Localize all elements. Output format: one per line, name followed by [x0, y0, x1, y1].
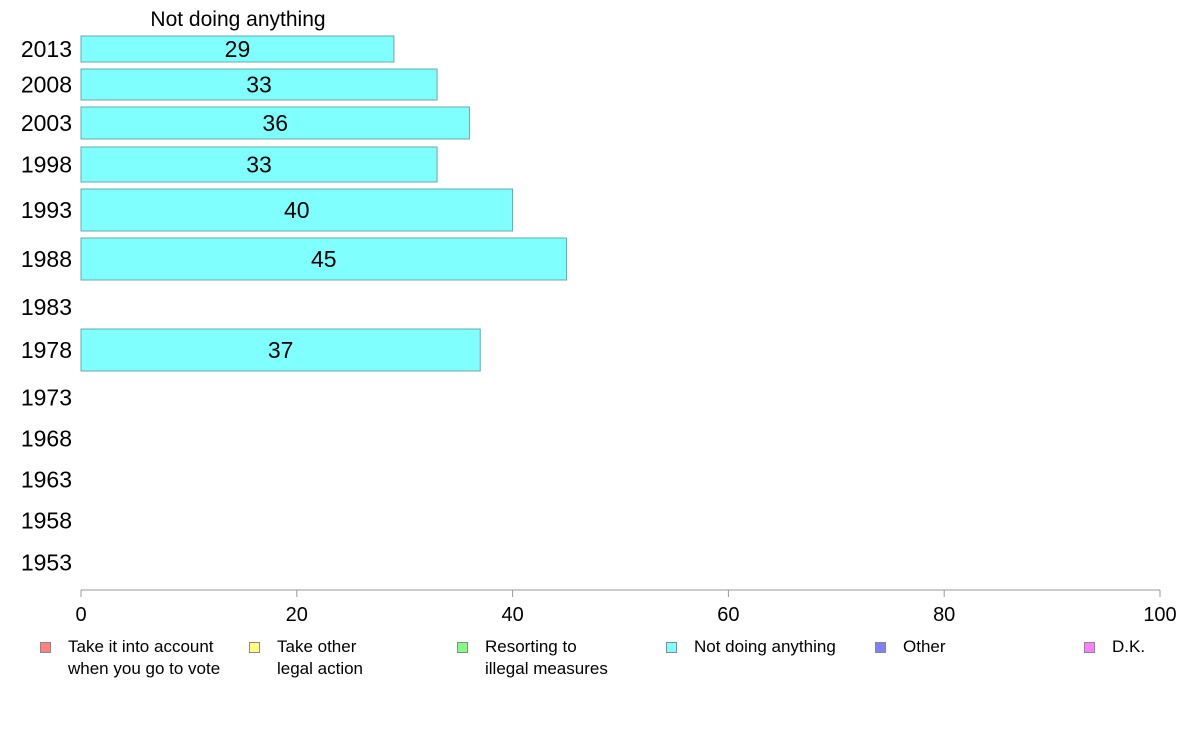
bar-value-label: 45 — [311, 246, 337, 272]
y-tick-label: 2013 — [21, 36, 72, 62]
x-tick-label: 80 — [933, 604, 955, 626]
y-tick-label: 1998 — [21, 152, 72, 178]
legend-item: D.K. — [1084, 636, 1145, 658]
y-tick-label: 1953 — [21, 550, 72, 576]
y-tick-label: 1983 — [21, 294, 72, 320]
legend: Take it into account when you go to vote… — [0, 636, 1188, 696]
bar — [80, 188, 514, 232]
bar-value-label: 40 — [284, 197, 310, 223]
bar-value-label: 33 — [246, 72, 272, 98]
legend-swatch — [875, 642, 886, 653]
x-tick-label: 40 — [501, 604, 523, 626]
bar-value-label: 37 — [268, 337, 294, 363]
bar-value-label: 36 — [262, 110, 288, 136]
y-tick-label: 1963 — [21, 467, 72, 493]
bar — [80, 146, 438, 183]
legend-label: D.K. — [1112, 637, 1146, 656]
legend-swatch — [666, 642, 677, 653]
x-tick-label: 0 — [75, 604, 86, 626]
legend-item: Take it into account when you go to vote — [40, 636, 220, 680]
bar-value-label: 33 — [246, 152, 272, 178]
x-tick-label: 100 — [1143, 604, 1176, 626]
x-tick-label: 60 — [717, 604, 739, 626]
bar-value-label: 29 — [225, 36, 251, 62]
y-tick-label: 1988 — [21, 246, 72, 272]
y-tick-label: 1973 — [21, 385, 72, 411]
y-tick-label: 1968 — [21, 426, 72, 452]
legend-item: Not doing anything — [666, 636, 836, 658]
x-tick-label: 20 — [286, 604, 308, 626]
y-tick-label: 1978 — [21, 337, 72, 363]
legend-swatch — [40, 642, 51, 653]
y-tick-label: 2008 — [21, 72, 72, 98]
y-tick-label: 1958 — [21, 508, 72, 534]
bar — [80, 35, 395, 63]
legend-item: Take other legal action — [249, 636, 363, 680]
chart-title: Not doing anything — [150, 8, 325, 31]
y-tick-label: 1993 — [21, 197, 72, 223]
legend-item: Other — [875, 636, 946, 658]
legend-label: Other — [903, 637, 946, 656]
y-tick-label: 2003 — [21, 110, 72, 136]
legend-label: Take it into account when you go to vote — [68, 637, 221, 678]
bar — [80, 328, 481, 372]
legend-swatch — [457, 642, 468, 653]
bar-chart: Not doing anything 2013 2008 2003 1998 1993 1… — [21, 8, 1177, 626]
legend-item: Resorting to illegal measures — [457, 636, 608, 680]
bar — [80, 106, 470, 140]
legend-label: Resorting to illegal measures — [485, 637, 608, 678]
legend-swatch — [1084, 642, 1095, 653]
legend-label: Not doing anything — [694, 637, 836, 656]
legend-label: Take other legal action — [277, 637, 364, 678]
bar — [80, 68, 438, 101]
bar — [80, 237, 568, 281]
legend-swatch — [249, 642, 260, 653]
